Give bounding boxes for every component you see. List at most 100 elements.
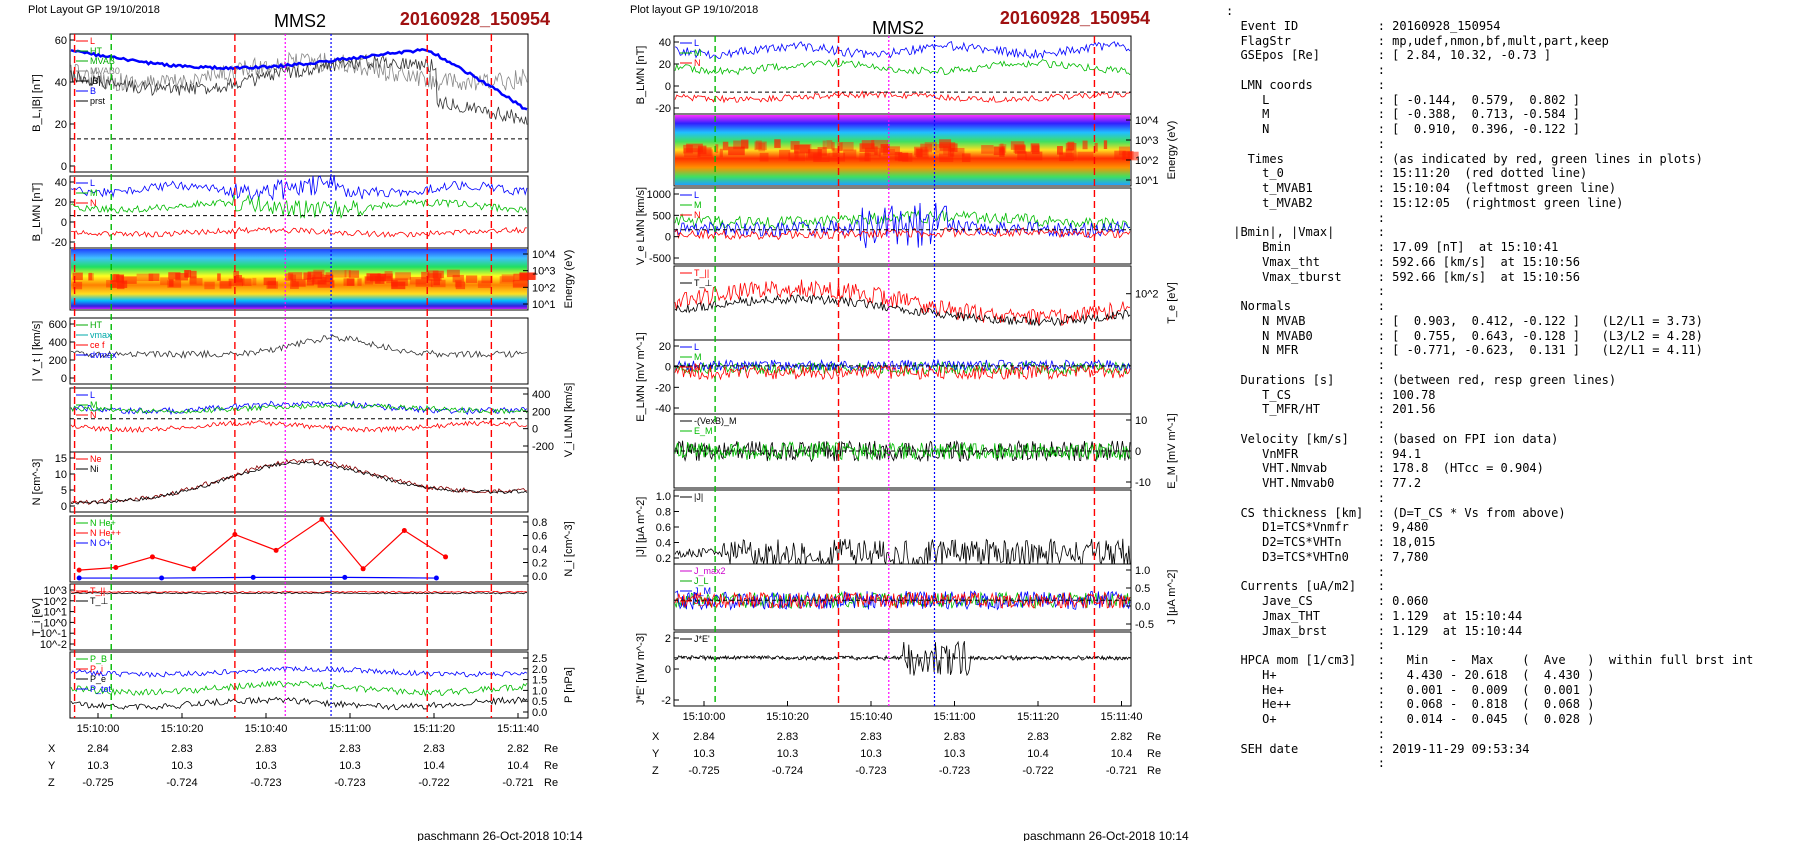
y-tick-label: 10^3 [43, 585, 67, 597]
position-value: 2.82 [507, 743, 528, 755]
info-line: D3=TCS*VHTn0 : 7,780 [1262, 549, 1429, 564]
series-line [70, 334, 528, 359]
position-value: 10.4 [1027, 748, 1048, 760]
panel-frame [69, 515, 529, 583]
spectrogram-cell [452, 274, 464, 283]
y-tick-label: 10^3 [532, 266, 556, 278]
position-value: 10.4 [507, 760, 528, 772]
y-tick-label: 60 [55, 35, 67, 47]
spectrogram-cell [684, 148, 701, 157]
spectrogram-cell [433, 277, 440, 286]
spectrogram-cell [519, 272, 537, 280]
y-tick-label: 0.6 [532, 531, 547, 543]
series-line [70, 175, 528, 202]
y-tick-label: 0.8 [532, 517, 547, 529]
legend-entry: N He++ [90, 528, 121, 538]
info-line: N MVAB0 : [ 0.755, 0.643, -0.128 ] (L3/L… [1262, 328, 1703, 343]
spectrogram-cell [1059, 152, 1074, 162]
y-tick-label: -0.5 [1135, 619, 1154, 631]
info-line: GSEpos [Re] : [ 2.84, 10.32, -0.73 ] [1240, 48, 1552, 63]
panel-temperature: 10^310^210^110^010^-110^-2 T_i [eV] T_||T_… [31, 583, 529, 651]
spectrogram-cell [88, 273, 94, 281]
panel-frame [69, 387, 529, 453]
spectrogram-cell [477, 280, 492, 289]
position-value: 10.3 [860, 748, 881, 760]
panel-e-lmn: 20 0 -20 -40 E_LMN [mV m^-1] LMN [635, 332, 1132, 422]
legend-entry: J_M [694, 586, 711, 596]
info-line: t_MVAB1 : 15:10:04 (leftmost green line) [1262, 181, 1617, 195]
position-value: 2.83 [255, 743, 276, 755]
series-line [71, 460, 528, 505]
panel-b-lmn: 40 20 0 -20 B_LMN [nT] LMN [31, 175, 529, 249]
spectrogram-cell [189, 278, 203, 286]
x-tick-label: 15:10:00 [77, 723, 120, 735]
spectrogram-cell [204, 281, 215, 290]
y-tick-label: 1.0 [532, 685, 547, 697]
y-axis-label: B_LMN [nT] [31, 183, 43, 242]
y-tick-label: 20 [55, 197, 67, 209]
x-tick-label: 15:11:00 [329, 723, 371, 735]
info-line: : [1377, 490, 1385, 505]
spectrogram-cell [263, 277, 276, 286]
spectrogram-cell [697, 147, 712, 157]
position-value: -0.721 [1106, 765, 1137, 777]
y-tick-label: 0.2 [532, 558, 547, 570]
spectrogram-cell [330, 270, 347, 278]
y-tick-label: 40 [55, 177, 67, 189]
panel-frame [69, 451, 529, 513]
panel-ion-spectrogram: 10^4 10^3 10^2 10^1 Energy (eV) [69, 247, 575, 311]
position-value: -0.725 [688, 765, 719, 777]
legend-entry: N [90, 198, 97, 208]
legend-entry: |B| [90, 76, 101, 86]
spectrogram-cell [808, 149, 822, 158]
legend-entry: L [90, 36, 95, 46]
spectrogram-cell [88, 272, 93, 281]
y-tick-label: 10^4 [1135, 115, 1159, 127]
series-line [70, 420, 528, 434]
panel-b-lmn: 40 20 0 -20 B_LMN [nT] LMN [635, 35, 1132, 115]
position-unit: Re [544, 743, 558, 755]
legend-entry: L [694, 342, 699, 352]
y-tick-label: 0 [61, 217, 67, 229]
spectrogram-cell [148, 273, 160, 281]
middle-event-title: 20160928_150954 [1000, 8, 1150, 28]
y-axis-label: | V_t | [km/s] [31, 321, 43, 382]
y-tick-label: 2.5 [532, 653, 547, 665]
spectrogram-cell [324, 274, 334, 283]
info-line: : [1377, 756, 1385, 771]
y-axis-label: N [cm^-3] [31, 459, 43, 506]
y-axis-label: P [nPa] [563, 667, 575, 703]
y-axis-label: E_M [mV m^-1] [1166, 413, 1178, 488]
y-tick-label: 10^-1 [40, 628, 67, 640]
spectrogram-cell [481, 275, 493, 284]
panel-j-mag: 1.0 0.8 0.6 0.4 0.2 |J| [μA m^-2] |J| [635, 489, 1132, 568]
spectrogram-cell [883, 146, 900, 155]
series-line [674, 202, 1130, 249]
info-line: N : [ 0.910, 0.396, -0.122 ] [1262, 122, 1581, 136]
y-tick-label: 10^0 [43, 617, 67, 629]
y-tick-label: 200 [532, 406, 550, 418]
legend-entry: M [90, 400, 98, 410]
y-axis-label: T_e [eV] [1166, 282, 1178, 324]
info-line: : [1377, 638, 1385, 653]
position-unit: Re [1147, 748, 1161, 760]
spectrogram-cell [759, 152, 769, 162]
y-tick-label: 0 [532, 424, 538, 436]
x-tick-label: 15:10:40 [245, 723, 288, 735]
spectrogram-cell [864, 152, 870, 162]
panel-vi-lmn: 400 200 0 -200 V_i LMN [km/s] LMN [69, 383, 575, 457]
spectrogram-cell [924, 142, 937, 151]
legend-entry: MVAB [90, 56, 115, 66]
legend-entry: T_⊥ [694, 278, 713, 288]
legend-entry: E_M [694, 426, 713, 436]
info-line: Jmax_THT : 1.129 at 15:10:44 [1262, 608, 1523, 623]
legend-entry: L [90, 390, 95, 400]
spectrogram-cell [1094, 142, 1098, 152]
y-tick-label: 0 [665, 362, 671, 374]
y-tick-label: 10 [55, 469, 67, 481]
y-tick-label: 40 [659, 37, 671, 49]
y-axis-label: B_L,|B| [nT] [31, 74, 43, 132]
info-line: FlagStr : mp,udef,nmon,bf,mult,part,keep [1240, 33, 1609, 48]
y-axis-label: Energy (eV) [1166, 121, 1178, 180]
